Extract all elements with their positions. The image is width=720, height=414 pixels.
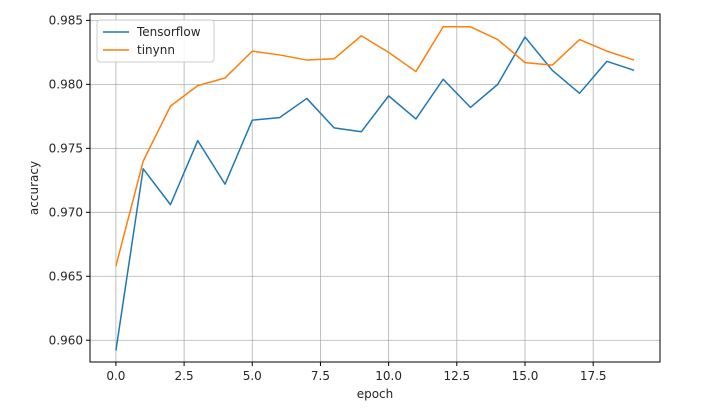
x-tick: 5.0 bbox=[243, 362, 262, 383]
y-axis-label: accuracy bbox=[27, 161, 41, 215]
x-tick: 2.5 bbox=[175, 362, 194, 383]
x-tick-label: 17.5 bbox=[580, 369, 607, 383]
legend-label: tinynn bbox=[137, 43, 175, 57]
y-tick: 0.980 bbox=[49, 77, 90, 91]
y-tick: 0.975 bbox=[49, 141, 90, 155]
y-tick-label: 0.970 bbox=[49, 205, 83, 219]
grid-lines bbox=[90, 14, 660, 362]
legend-item: tinynn bbox=[103, 43, 175, 57]
x-tick: 10.0 bbox=[375, 362, 402, 383]
y-tick: 0.965 bbox=[49, 269, 90, 283]
x-tick: 7.5 bbox=[311, 362, 330, 383]
y-tick-label: 0.985 bbox=[49, 13, 83, 27]
x-tick-label: 0.0 bbox=[106, 369, 125, 383]
x-tick-label: 15.0 bbox=[512, 369, 539, 383]
y-tick: 0.985 bbox=[49, 13, 90, 27]
legend-box bbox=[96, 19, 215, 63]
y-tick-label: 0.960 bbox=[49, 333, 83, 347]
x-axis-label: epoch bbox=[357, 387, 394, 401]
y-tick-label: 0.980 bbox=[49, 77, 83, 91]
y-tick-label: 0.965 bbox=[49, 269, 83, 283]
x-tick-label: 5.0 bbox=[243, 369, 262, 383]
x-tick-label: 2.5 bbox=[175, 369, 194, 383]
x-tick: 15.0 bbox=[512, 362, 539, 383]
y-tick: 0.970 bbox=[49, 205, 90, 219]
series-line-tinynn bbox=[115, 26, 635, 267]
x-tick: 17.5 bbox=[580, 362, 607, 383]
series-lines bbox=[115, 26, 635, 351]
y-axis: 0.960 0.965 0.970 0.975 0.980 0.985 bbox=[49, 13, 90, 347]
plot-frame bbox=[89, 13, 661, 363]
y-tick-label: 0.975 bbox=[49, 141, 83, 155]
x-tick-label: 7.5 bbox=[311, 369, 330, 383]
x-tick: 0.0 bbox=[106, 362, 125, 383]
y-tick: 0.960 bbox=[49, 333, 90, 347]
x-tick-label: 10.0 bbox=[375, 369, 402, 383]
x-tick: 12.5 bbox=[443, 362, 470, 383]
legend-item: Tensorflow bbox=[103, 25, 201, 39]
legend: Tensorflow tinynn bbox=[96, 19, 215, 63]
x-axis: 0.0 2.5 5.0 7.5 10.0 12.5 15.0 17.5 bbox=[106, 362, 607, 383]
x-tick-label: 12.5 bbox=[443, 369, 470, 383]
legend-label: Tensorflow bbox=[136, 25, 201, 39]
